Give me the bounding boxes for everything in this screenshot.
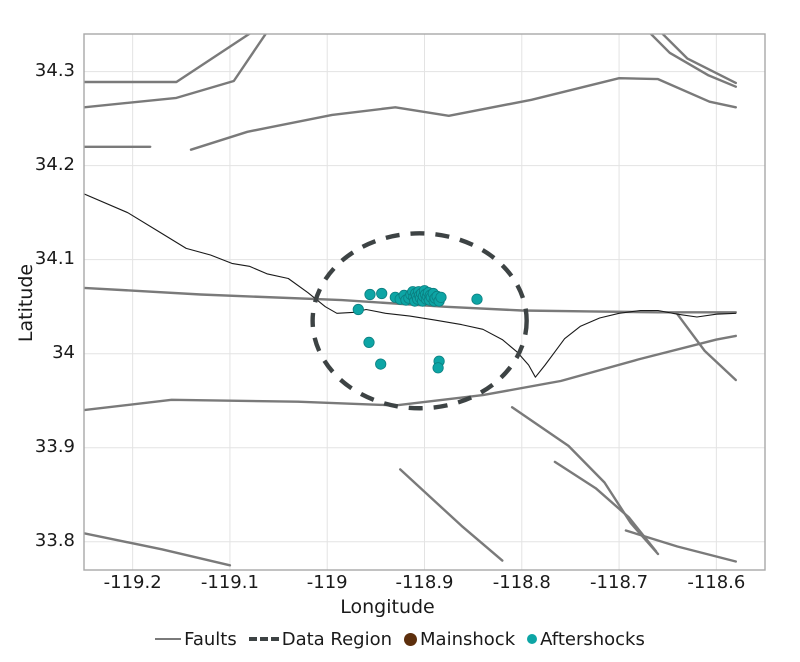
plot-content	[84, 34, 737, 567]
aftershock-marker	[432, 362, 444, 374]
legend-line-swatch	[155, 638, 182, 641]
aftershock-marker	[352, 303, 364, 316]
faults-layer	[84, 34, 737, 567]
legend-item-faults[interactable]: Faults	[155, 628, 237, 650]
legend-marker-aftershocks-icon	[527, 634, 538, 645]
aftershock-marker	[363, 336, 375, 348]
legend-label: Mainshock	[420, 628, 516, 650]
fault-line	[84, 34, 252, 84]
x-tick-label: -118.9	[395, 572, 454, 593]
fault-line	[510, 406, 660, 556]
legend-item-mainshock[interactable]: Mainshock	[404, 628, 515, 650]
fault-line	[189, 77, 737, 151]
fault-line	[624, 529, 737, 563]
y-tick-label: 34.3	[34, 59, 75, 81]
fault-line	[84, 286, 737, 314]
fault-line	[676, 313, 737, 382]
x-tick-label: -118.6	[687, 572, 746, 593]
aftershock-marker	[376, 287, 388, 300]
data-region-boundary	[310, 231, 529, 411]
fault-line	[84, 34, 268, 109]
legend-dashed-swatch	[248, 637, 279, 642]
y-tick-label: 34.2	[34, 153, 75, 175]
gridlines	[84, 34, 765, 570]
fault-line	[399, 468, 504, 562]
fault-line	[84, 334, 737, 412]
y-tick-label: 33.9	[34, 435, 75, 457]
legend-marker-mainshock-icon	[404, 632, 418, 646]
coastline-path	[84, 193, 737, 378]
fault-line	[84, 532, 232, 567]
x-tick-label: -118.8	[492, 572, 551, 593]
x-tick-label: -119.1	[200, 572, 259, 593]
legend-item-aftershocks[interactable]: Aftershocks	[527, 628, 645, 650]
aftershock-marker	[471, 293, 483, 305]
x-tick-label: -119	[306, 572, 348, 593]
aftershock-marker	[364, 288, 376, 301]
y-tick-label: 34.1	[34, 247, 75, 269]
legend-label: Faults	[184, 628, 237, 650]
y-tick-label: 33.8	[34, 529, 75, 551]
legend-item-data-region[interactable]: Data Region	[248, 628, 393, 650]
fault-line	[649, 34, 737, 88]
chart-legend: Faults Data Region Mainshock Aftershocks	[0, 628, 800, 650]
legend-label: Aftershocks	[540, 628, 645, 650]
fault-line	[661, 34, 737, 85]
legend-label: Data Region	[281, 628, 393, 650]
y-tick-label: 34	[52, 341, 75, 363]
aftershock-marker	[375, 358, 387, 370]
x-tick-label: -118.7	[590, 572, 649, 593]
fault-line	[553, 460, 658, 553]
axes-frame	[83, 33, 766, 571]
series-aftershocks	[352, 285, 483, 374]
x-axis-label: Longitude	[340, 596, 435, 618]
aftershock-marker	[435, 291, 447, 303]
x-tick-label: -119.2	[103, 572, 162, 593]
coastline-layer	[84, 193, 737, 378]
